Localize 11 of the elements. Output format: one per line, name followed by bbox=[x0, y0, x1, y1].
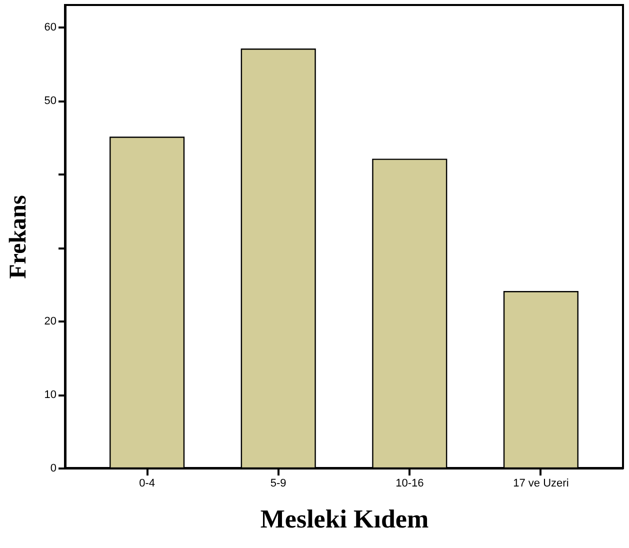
x-tick-label: 17 ve Uzeri bbox=[513, 478, 569, 490]
y-axis-title: Frekans bbox=[5, 195, 32, 279]
y-tick-label: 0 bbox=[50, 462, 56, 474]
y-tick-label: 50 bbox=[44, 95, 56, 108]
x-tick-label: 0-4 bbox=[139, 478, 156, 490]
y-tick-label: 20 bbox=[44, 316, 56, 328]
y-tick-label: 10 bbox=[44, 389, 56, 402]
x-axis-title: Mesleki Kıdem bbox=[260, 504, 429, 534]
x-tick-label: 5-9 bbox=[270, 478, 286, 490]
y-tick-label: 60 bbox=[44, 22, 56, 34]
x-tick-label: 10-16 bbox=[396, 478, 424, 490]
